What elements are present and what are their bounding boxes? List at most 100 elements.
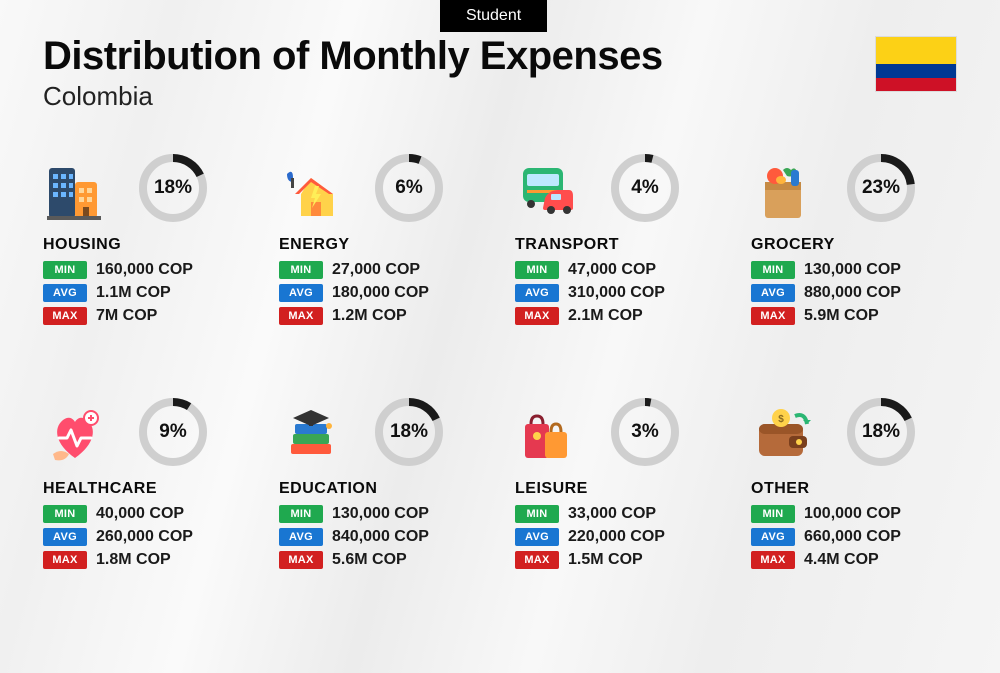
expense-card-leisure: 3% LEISURE MIN 33,000 COP AVG 220,000 CO… <box>515 394 721 574</box>
wallet-icon: $ <box>751 396 823 468</box>
stat-max: MAX 5.9M COP <box>751 307 957 325</box>
expense-card-grocery: 23% GROCERY MIN 130,000 COP AVG 880,000 … <box>751 150 957 330</box>
min-value: 40,000 COP <box>96 505 184 523</box>
expense-card-housing: 18% HOUSING MIN 160,000 COP AVG 1.1M COP… <box>43 150 249 330</box>
avg-value: 660,000 COP <box>804 528 901 546</box>
stats-block: MIN 160,000 COP AVG 1.1M COP MAX 7M COP <box>43 261 249 325</box>
stat-min: MIN 33,000 COP <box>515 505 721 523</box>
max-tag: MAX <box>279 307 323 325</box>
stat-max: MAX 1.5M COP <box>515 551 721 569</box>
stats-block: MIN 130,000 COP AVG 880,000 COP MAX 5.9M… <box>751 261 957 325</box>
avg-tag: AVG <box>43 284 87 302</box>
stat-max: MAX 4.4M COP <box>751 551 957 569</box>
stats-block: MIN 40,000 COP AVG 260,000 COP MAX 1.8M … <box>43 505 249 569</box>
avg-value: 880,000 COP <box>804 284 901 302</box>
stat-max: MAX 5.6M COP <box>279 551 485 569</box>
education-icon <box>279 396 351 468</box>
min-value: 130,000 COP <box>332 505 429 523</box>
avg-tag: AVG <box>751 284 795 302</box>
category-name: HEALTHCARE <box>43 480 249 498</box>
max-tag: MAX <box>279 551 323 569</box>
stat-min: MIN 130,000 COP <box>279 505 485 523</box>
percentage-donut: 9% <box>137 396 209 468</box>
stat-avg: AVG 660,000 COP <box>751 528 957 546</box>
avg-value: 310,000 COP <box>568 284 665 302</box>
shopping-bags-icon <box>515 396 587 468</box>
expense-card-energy: 6% ENERGY MIN 27,000 COP AVG 180,000 COP… <box>279 150 485 330</box>
min-tag: MIN <box>751 261 795 279</box>
stat-min: MIN 47,000 COP <box>515 261 721 279</box>
grocery-bag-icon <box>751 152 823 224</box>
expense-card-transport: 4% TRANSPORT MIN 47,000 COP AVG 310,000 … <box>515 150 721 330</box>
avg-tag: AVG <box>751 528 795 546</box>
avg-value: 220,000 COP <box>568 528 665 546</box>
percentage-value: 3% <box>609 396 681 468</box>
stat-min: MIN 130,000 COP <box>751 261 957 279</box>
stats-block: MIN 100,000 COP AVG 660,000 COP MAX 4.4M… <box>751 505 957 569</box>
avg-value: 260,000 COP <box>96 528 193 546</box>
stat-avg: AVG 260,000 COP <box>43 528 249 546</box>
avg-tag: AVG <box>515 284 559 302</box>
stat-avg: AVG 220,000 COP <box>515 528 721 546</box>
min-tag: MIN <box>43 505 87 523</box>
percentage-donut: 4% <box>609 152 681 224</box>
min-tag: MIN <box>43 261 87 279</box>
avg-tag: AVG <box>279 284 323 302</box>
max-tag: MAX <box>43 307 87 325</box>
stats-block: MIN 27,000 COP AVG 180,000 COP MAX 1.2M … <box>279 261 485 325</box>
colombia-flag-icon <box>875 36 957 92</box>
expense-card-education: 18% EDUCATION MIN 130,000 COP AVG 840,00… <box>279 394 485 574</box>
category-name: HOUSING <box>43 236 249 254</box>
stat-min: MIN 100,000 COP <box>751 505 957 523</box>
min-tag: MIN <box>751 505 795 523</box>
min-tag: MIN <box>515 261 559 279</box>
max-tag: MAX <box>751 551 795 569</box>
percentage-donut: 6% <box>373 152 445 224</box>
min-tag: MIN <box>279 261 323 279</box>
buildings-icon <box>43 152 115 224</box>
percentage-value: 4% <box>609 152 681 224</box>
percentage-value: 18% <box>137 152 209 224</box>
stat-max: MAX 1.2M COP <box>279 307 485 325</box>
audience-badge: Student <box>440 0 547 32</box>
percentage-value: 18% <box>373 396 445 468</box>
stat-max: MAX 1.8M COP <box>43 551 249 569</box>
expense-grid: 18% HOUSING MIN 160,000 COP AVG 1.1M COP… <box>43 150 957 574</box>
category-name: ENERGY <box>279 236 485 254</box>
category-name: OTHER <box>751 480 957 498</box>
min-value: 100,000 COP <box>804 505 901 523</box>
avg-tag: AVG <box>279 528 323 546</box>
page-title: Distribution of Monthly Expenses <box>43 34 663 79</box>
category-name: TRANSPORT <box>515 236 721 254</box>
min-value: 130,000 COP <box>804 261 901 279</box>
max-tag: MAX <box>751 307 795 325</box>
avg-value: 180,000 COP <box>332 284 429 302</box>
category-name: EDUCATION <box>279 480 485 498</box>
stat-avg: AVG 1.1M COP <box>43 284 249 302</box>
min-tag: MIN <box>279 505 323 523</box>
min-value: 160,000 COP <box>96 261 193 279</box>
max-value: 2.1M COP <box>568 307 643 325</box>
svg-text:$: $ <box>778 414 784 425</box>
avg-value: 1.1M COP <box>96 284 171 302</box>
max-value: 5.9M COP <box>804 307 879 325</box>
category-name: LEISURE <box>515 480 721 498</box>
min-value: 33,000 COP <box>568 505 656 523</box>
min-value: 27,000 COP <box>332 261 420 279</box>
stat-min: MIN 27,000 COP <box>279 261 485 279</box>
expense-card-healthcare: 9% HEALTHCARE MIN 40,000 COP AVG 260,000… <box>43 394 249 574</box>
max-tag: MAX <box>515 307 559 325</box>
max-value: 7M COP <box>96 307 157 325</box>
percentage-donut: 18% <box>373 396 445 468</box>
header: Distribution of Monthly Expenses Colombi… <box>43 34 663 112</box>
min-tag: MIN <box>515 505 559 523</box>
stat-avg: AVG 310,000 COP <box>515 284 721 302</box>
stat-avg: AVG 880,000 COP <box>751 284 957 302</box>
max-value: 4.4M COP <box>804 551 879 569</box>
stats-block: MIN 47,000 COP AVG 310,000 COP MAX 2.1M … <box>515 261 721 325</box>
percentage-value: 9% <box>137 396 209 468</box>
percentage-donut: 3% <box>609 396 681 468</box>
stat-max: MAX 7M COP <box>43 307 249 325</box>
stat-min: MIN 40,000 COP <box>43 505 249 523</box>
stats-block: MIN 130,000 COP AVG 840,000 COP MAX 5.6M… <box>279 505 485 569</box>
